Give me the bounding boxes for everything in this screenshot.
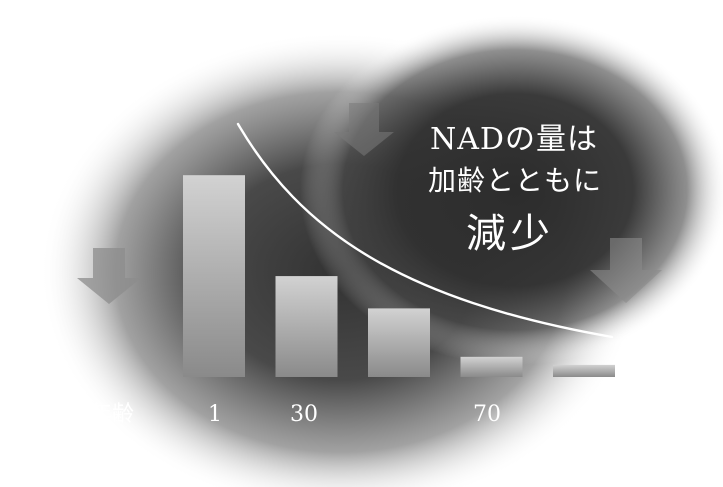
- down-arrow-icon: [590, 238, 662, 303]
- bar-3: [368, 308, 430, 377]
- x-tick-label: 1: [208, 402, 222, 427]
- bar-2: [275, 276, 338, 377]
- x-tick-label: 30: [290, 402, 318, 427]
- bar-1: [183, 175, 245, 377]
- down-arrow-icon: [77, 248, 141, 304]
- headline-line-2: 加齢とともに: [428, 164, 603, 197]
- bar-4: [460, 356, 523, 377]
- headline-line-3: 減少: [466, 211, 554, 257]
- x-tick-label: 70: [473, 402, 501, 427]
- headline-line-1: NADの量は: [430, 122, 598, 157]
- bar-5: [553, 364, 615, 377]
- trend-curve: [236, 122, 614, 339]
- x-axis-title: 年齢: [90, 402, 134, 427]
- down-arrow-icon: [334, 103, 394, 156]
